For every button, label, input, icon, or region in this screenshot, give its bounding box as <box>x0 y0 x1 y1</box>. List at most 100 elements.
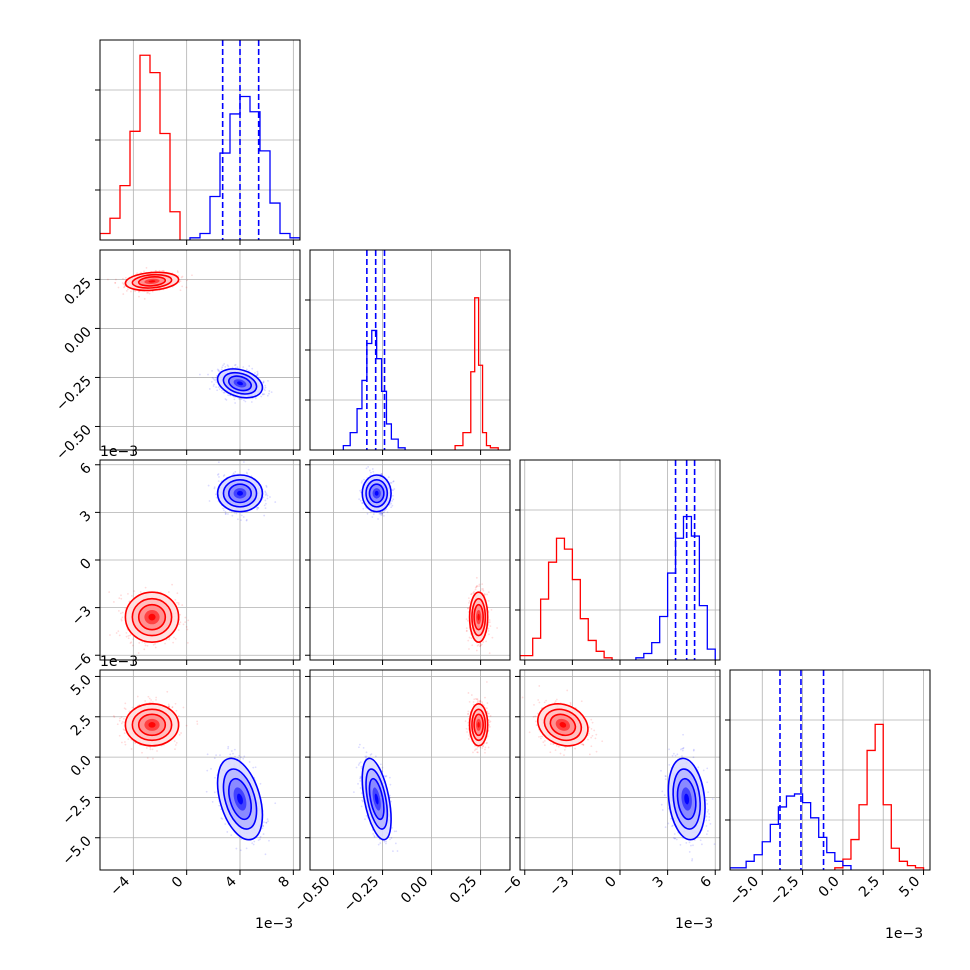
scatter-point <box>223 363 226 365</box>
scatter-point <box>180 276 183 279</box>
scatter-point <box>221 366 224 369</box>
scatter-point <box>257 506 259 509</box>
scatter-point <box>147 291 149 294</box>
scatter-point <box>182 706 185 709</box>
scatter-point <box>240 398 243 401</box>
scatter-point <box>478 583 481 586</box>
scatter-point <box>380 473 383 476</box>
scatter-point <box>144 644 147 647</box>
scatter-point <box>208 500 211 502</box>
scatter-point <box>217 369 220 372</box>
scatter-point <box>123 285 126 288</box>
scatter-point <box>264 384 267 387</box>
scatter-point <box>148 701 151 704</box>
scatter-point <box>112 601 115 603</box>
scatter-point <box>210 380 213 383</box>
scatter-point <box>144 586 147 589</box>
scatter-point <box>172 641 175 644</box>
scatter-point <box>465 618 468 621</box>
scatter-point <box>136 695 139 698</box>
scatter-point <box>482 589 485 592</box>
scatter-point <box>216 368 219 371</box>
scatter-point <box>468 600 471 602</box>
scatter-point <box>231 366 234 369</box>
scatter-point <box>215 381 218 383</box>
scatter-point <box>179 621 182 624</box>
scatter-point <box>488 621 491 624</box>
scatter-point <box>393 488 396 490</box>
scatter-point <box>266 394 269 397</box>
scatter-point <box>221 389 223 392</box>
histogram-red <box>100 54 181 240</box>
scatter-point <box>182 623 185 626</box>
scatter-point <box>214 493 217 496</box>
scatter-point <box>483 593 486 595</box>
scatter-point <box>391 494 394 497</box>
scatter-point <box>213 486 216 489</box>
scatter-point <box>161 270 164 272</box>
scatter-point <box>248 365 251 367</box>
scatter-point <box>372 470 375 473</box>
scatter-point <box>260 395 263 398</box>
scatter-point <box>130 641 133 644</box>
grid-lines <box>100 460 300 660</box>
scatter-point <box>123 284 126 287</box>
scatter-point <box>217 370 220 372</box>
scatter-point <box>360 481 363 484</box>
scatter-point <box>379 513 382 516</box>
scatter-point <box>481 583 484 586</box>
scatter-point <box>236 366 239 369</box>
scatter-point <box>371 516 374 518</box>
scatter-point <box>217 473 220 475</box>
scatter-point <box>222 507 224 510</box>
scatter-point <box>184 616 187 619</box>
scatter-point <box>217 480 220 483</box>
scatter-point <box>477 643 480 646</box>
scatter-point <box>173 636 175 639</box>
scatter-point <box>262 380 265 383</box>
scatter-point <box>146 757 149 759</box>
scatter-point <box>186 279 189 282</box>
scatter-point <box>388 504 391 506</box>
scatter-point <box>211 376 214 379</box>
scatter-point <box>185 286 188 289</box>
scatter-point <box>380 473 383 475</box>
scatter-point <box>151 748 154 751</box>
scatter-point <box>120 716 123 719</box>
scatter-point <box>465 630 468 633</box>
scatter-point <box>389 482 392 484</box>
scatter-point <box>145 747 148 749</box>
scatter-point <box>382 511 385 514</box>
scatter-point <box>265 493 268 495</box>
scatter-point <box>180 732 182 734</box>
scatter-point <box>245 368 248 371</box>
scatter-point <box>479 642 481 645</box>
scatter-point <box>115 278 117 281</box>
scatter-point <box>176 601 178 604</box>
scatter-point <box>179 280 182 282</box>
scatter-point <box>359 499 362 502</box>
scatter-point <box>470 637 473 640</box>
scatter-point <box>122 293 125 295</box>
scatter-point <box>174 637 177 640</box>
scatter-point <box>380 473 383 475</box>
scatter-point <box>468 636 471 639</box>
scatter-point <box>254 397 257 400</box>
scatter-point <box>270 391 273 394</box>
scatter-point <box>141 751 143 754</box>
scatter-point <box>150 701 152 704</box>
scatter-point <box>144 700 147 702</box>
scatter-point <box>476 584 479 587</box>
scatter-point <box>196 720 199 723</box>
scatter-point <box>474 586 477 589</box>
scatter-point <box>123 286 125 289</box>
scatter-point <box>127 635 130 637</box>
scatter-point <box>225 399 228 401</box>
scatter-point <box>215 379 217 381</box>
scatter-point <box>474 588 477 591</box>
scatter-point <box>120 618 123 621</box>
scatter-point <box>488 633 490 636</box>
scatter-point <box>381 512 383 515</box>
scatter-point <box>176 270 179 272</box>
scatter-point <box>475 585 478 588</box>
